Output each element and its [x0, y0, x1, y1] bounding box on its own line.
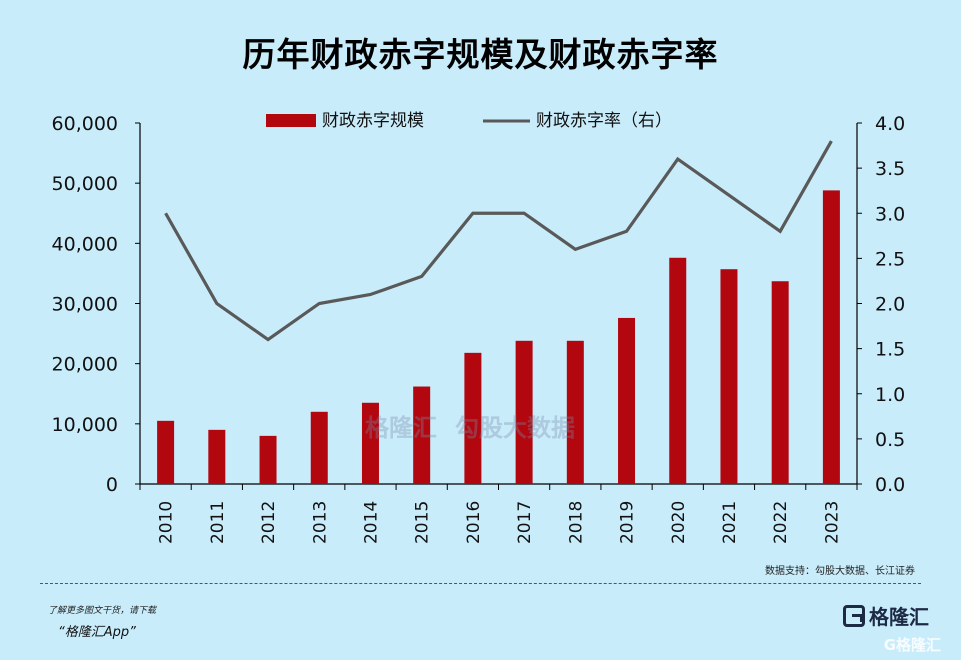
bar [259, 435, 277, 484]
legend-bar-swatch [266, 114, 316, 127]
brand-logo: 格隆汇 [843, 601, 929, 630]
watermark-right: 勾股大数据 [455, 414, 575, 442]
line-series [164, 140, 833, 342]
app-name: “格隆汇App” [58, 625, 136, 640]
bar [208, 429, 226, 484]
y-right-tick-label: 2.5 [875, 248, 905, 270]
x-tick-label: 2020 [669, 501, 689, 544]
bar [413, 386, 431, 484]
x-tick-label: 2021 [720, 501, 740, 544]
bar [720, 269, 738, 484]
y-right-tick-label: 3.0 [875, 203, 905, 225]
x-tick-label: 2014 [361, 501, 381, 544]
y-right-tick-label: 4.0 [875, 113, 905, 135]
y-right-tick-label: 0.5 [875, 429, 905, 451]
y-right-tick-label: 1.5 [875, 339, 905, 361]
y-left-tick-label: 10,000 [52, 414, 118, 436]
bar [566, 340, 584, 484]
bar [822, 190, 840, 485]
y-left-tick-label: 60,000 [52, 113, 118, 135]
axes: 0 10,000 20,000 30,000 40,000 50,000 60,000 0.0… [52, 113, 906, 544]
y-left-tick-label: 20,000 [52, 354, 118, 376]
watermark-left: 格隆汇 [365, 414, 437, 442]
y-right-tick-label: 1.0 [875, 384, 905, 406]
bar [464, 352, 482, 484]
x-tick-label: 2022 [771, 501, 791, 544]
bar [310, 411, 328, 484]
y-left-tick-label: 30,000 [52, 294, 118, 316]
logo-icon [843, 604, 865, 627]
x-tick-label: 2013 [310, 501, 330, 544]
x-tick-label: 2017 [515, 501, 535, 544]
x-tick-label: 2016 [464, 501, 484, 544]
x-tick-label: 2018 [566, 501, 586, 544]
x-tick-label: 2023 [822, 501, 842, 544]
x-tick-label: 2019 [618, 501, 638, 544]
legend-bar-label: 财政赤字规模 [322, 111, 424, 131]
x-tick-label: 2011 [208, 501, 228, 544]
source-note: 数据支持：勾股大数据、长江证券 [765, 566, 915, 577]
bar [618, 317, 636, 484]
watermark: 格隆汇 勾股大数据 [365, 408, 575, 443]
bar [515, 340, 533, 484]
deficit-rate-line [164, 140, 833, 342]
divider [40, 583, 921, 584]
logo-text: 格隆汇 [869, 605, 929, 629]
combo-chart: 财政赤字规模 财政赤字率（右） 0 10,000 20,000 30,000 40,00… [52, 111, 906, 544]
bar [669, 257, 687, 484]
x-tick-label: 2015 [413, 501, 433, 544]
bar [771, 281, 789, 484]
y-right-tick-label: 3.5 [875, 158, 905, 180]
bar [157, 420, 175, 484]
legend-line-label: 财政赤字率（右） [536, 111, 672, 131]
y-right-tick-label: 2.0 [875, 294, 905, 316]
y-left-tick-label: 0 [106, 474, 118, 496]
x-tick-label: 2012 [259, 501, 279, 544]
chart-title: 历年财政赤字规模及财政赤字率 [242, 35, 719, 74]
x-tick-label: 2010 [157, 501, 177, 544]
y-left-tick-label: 40,000 [52, 233, 118, 255]
bar [361, 402, 379, 484]
bar-series [157, 190, 840, 485]
y-right-tick-label: 0.0 [875, 474, 905, 496]
legend: 财政赤字规模 财政赤字率（右） [266, 111, 672, 131]
promo-text: 了解更多图文干货，请下载 [48, 606, 157, 616]
y-left-tick-label: 50,000 [52, 173, 118, 195]
corner-watermark: G格隆汇 [883, 636, 941, 654]
